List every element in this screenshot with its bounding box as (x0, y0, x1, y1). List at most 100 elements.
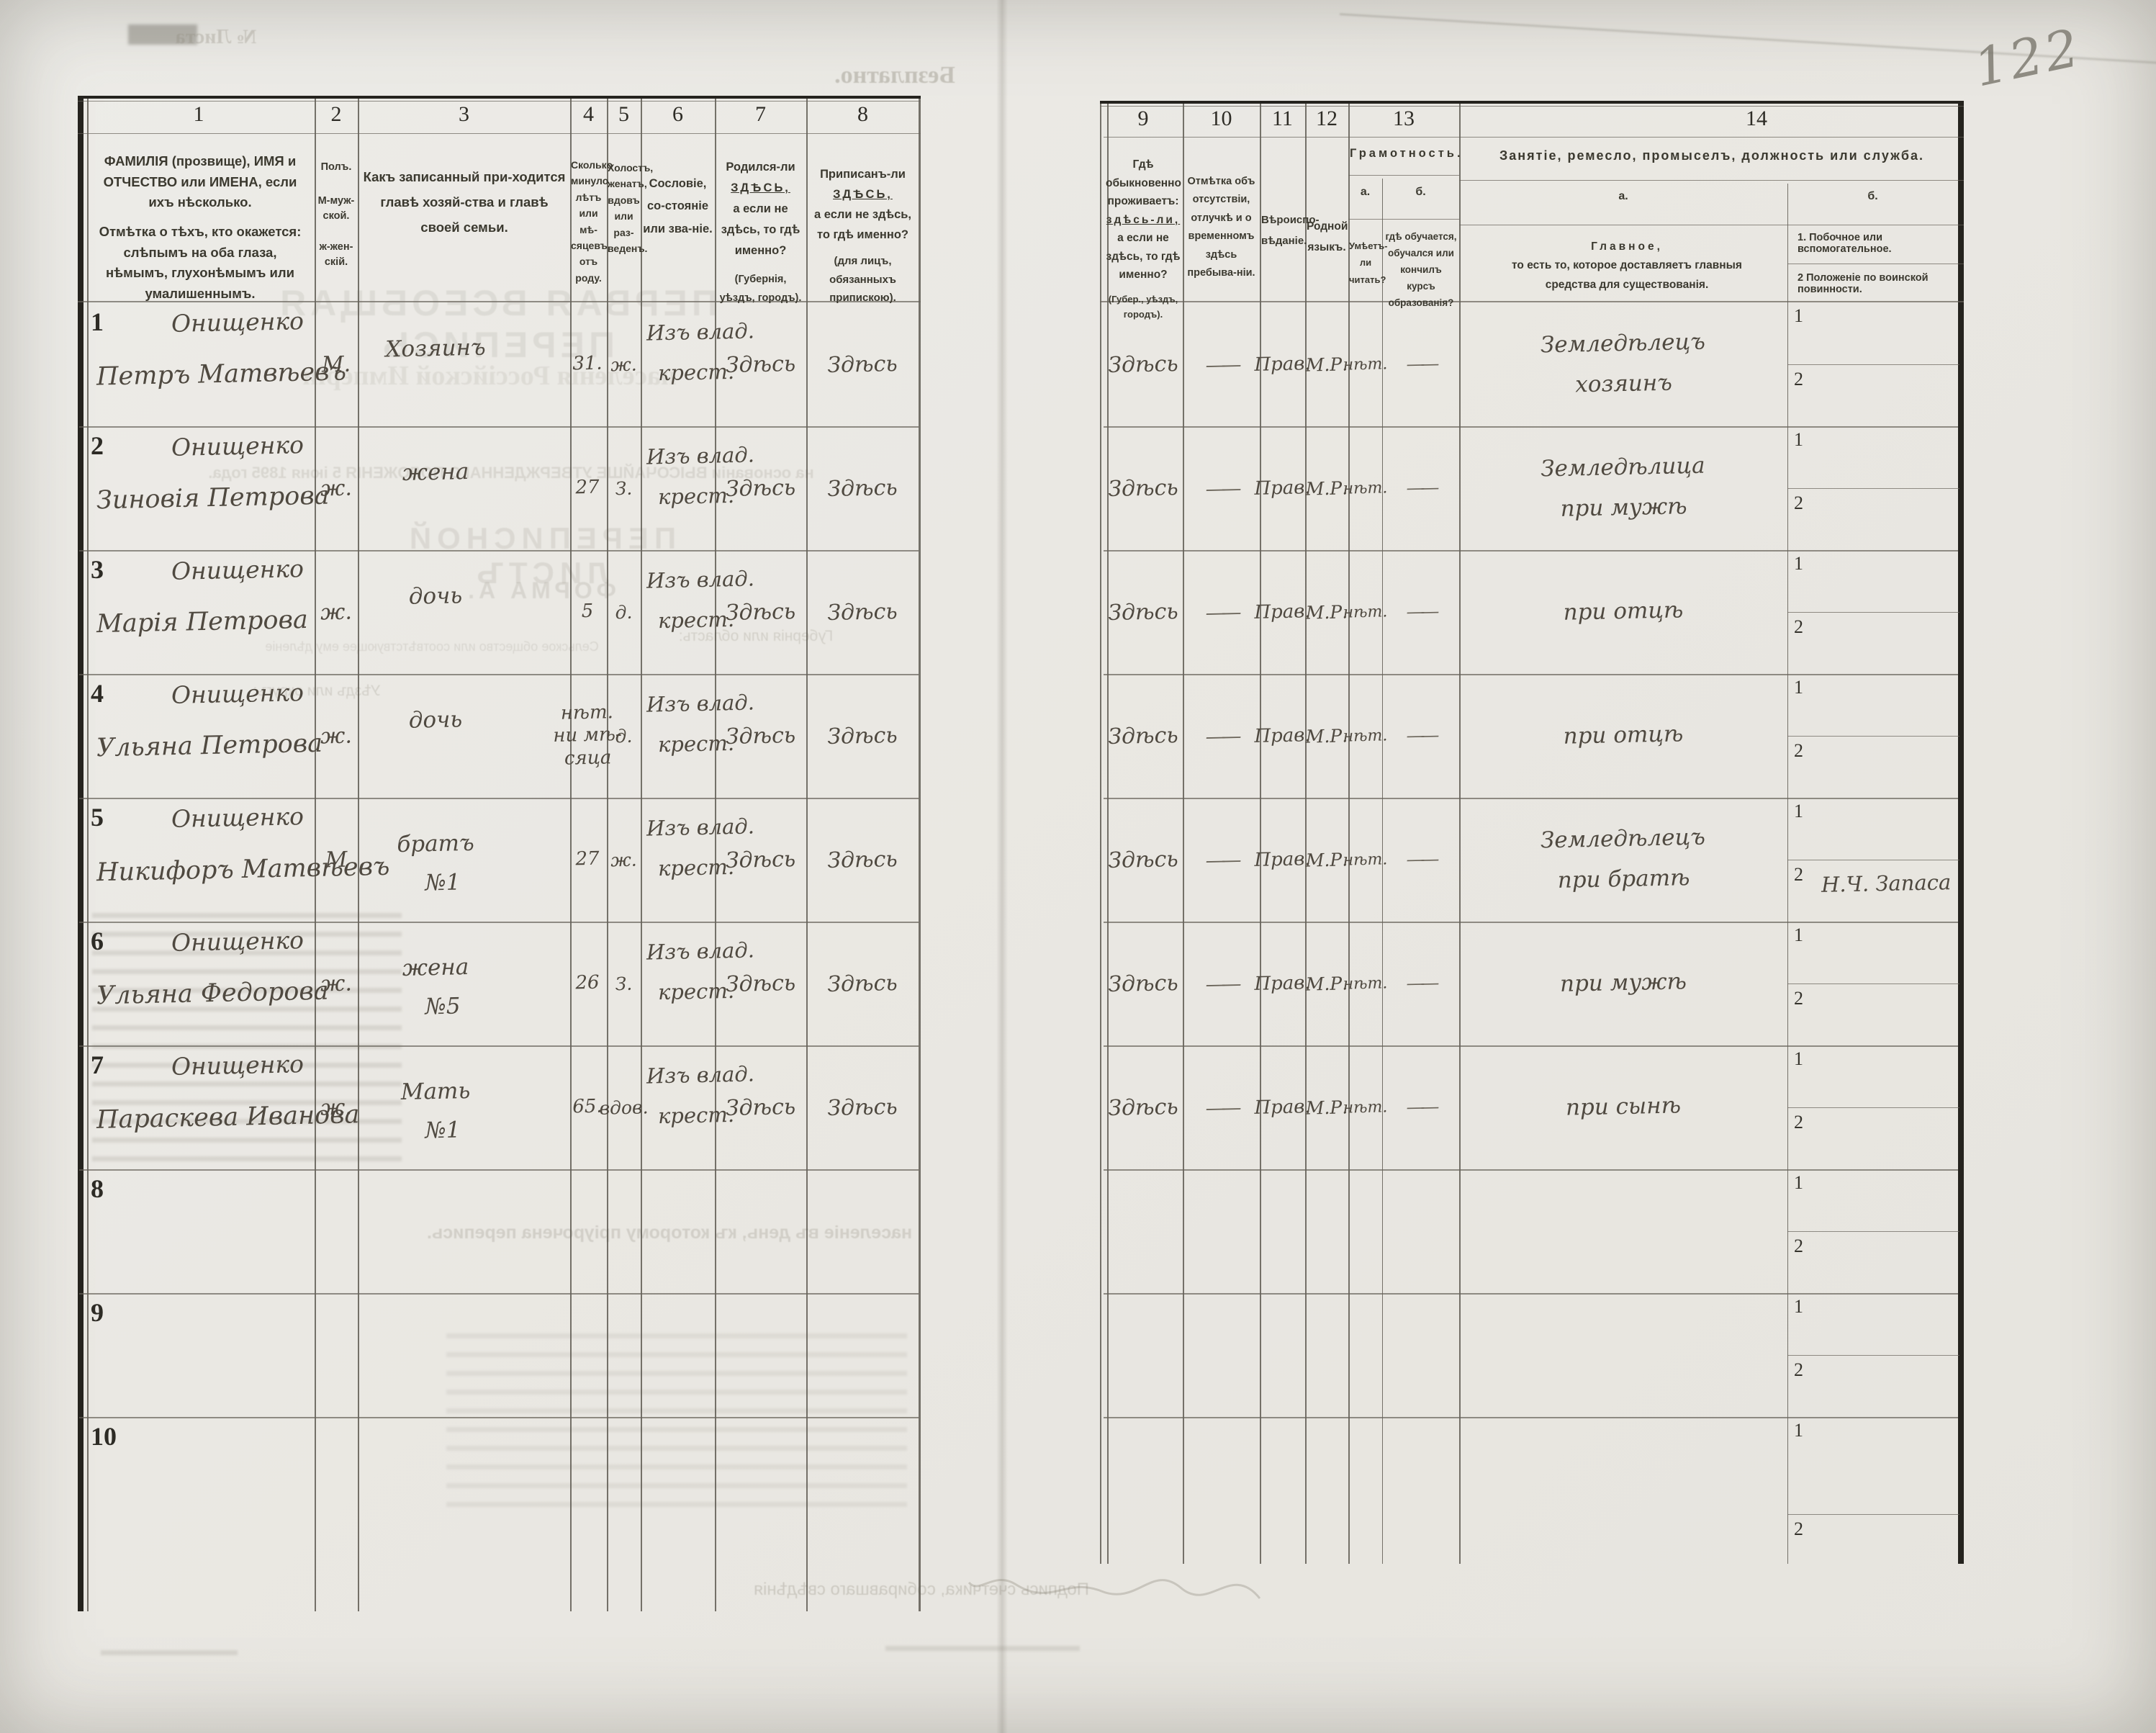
cell-age-line1: 31. (572, 352, 603, 375)
col-number: 2 (330, 102, 342, 126)
cell-born-here (713, 1292, 808, 1418)
header-col11: Вѣроиспо-вѣданіе. (1261, 214, 1320, 247)
table-row: 8 (0, 1169, 2156, 1293)
bleedthrough-text: Безплатно. (834, 62, 955, 89)
cell-sex: ж. (320, 971, 353, 996)
cell-relation-ref: №1 (425, 1117, 461, 1144)
cell-relation-to-head: Хозяинъ (385, 334, 486, 363)
cell-sex: ж. (320, 1094, 353, 1120)
cell-education: —— (1406, 353, 1435, 376)
col-number: 9 (1137, 107, 1149, 130)
header-col14b-desc1: 1. Побочное или вспомогательное. (1798, 232, 1892, 255)
bleedthrough-text: № Листа (175, 26, 257, 48)
bleedthrough-smudge (885, 1646, 1080, 1657)
table-line (1348, 175, 1459, 176)
cell-occupation-line1: при сынѣ (1565, 1092, 1682, 1121)
col-number: 14 (1746, 107, 1767, 130)
cell-born-here: Здѣсь (725, 351, 796, 378)
cell-can-read: нѣт. (1343, 478, 1388, 498)
header-col5: Холостъ, женатъ, вдовъ или раз-веденъ. (608, 162, 654, 254)
occupation-sub1-number: 1 (1794, 1420, 1803, 1441)
cell-marital-status (605, 1417, 643, 1612)
cell-relation-to-head (360, 1449, 511, 1451)
cell-relation-ref (392, 621, 493, 624)
cell-marital-status: ж. (610, 354, 637, 375)
cell-can-read: нѣт. (1343, 850, 1388, 870)
cell-education (1381, 1292, 1461, 1418)
cell-relation-to-head: Мать (400, 1077, 471, 1106)
occupation-sub-divider (1787, 488, 1959, 489)
cell-age-line1: 5 (581, 600, 594, 623)
cell-occupation-line1: при отцѣ (1563, 597, 1684, 626)
cell-occupation-main: при мужѣ (1471, 919, 1776, 1049)
cell-given-name: Ульяна Петрова (96, 729, 323, 763)
occupation-sub-divider (1787, 1355, 1959, 1356)
cell-occupation-main: при отцѣ (1471, 547, 1776, 678)
cell-registered-here: Здѣсь (826, 351, 898, 378)
cell-born-here: Здѣсь (725, 598, 796, 626)
row-number: 8 (91, 1174, 104, 1203)
cell-education: —— (1406, 1096, 1435, 1119)
occupation-sub1-number: 1 (1794, 677, 1803, 698)
occupation-sub2-number: 2 (1794, 1235, 1803, 1256)
cell-sex (313, 1169, 359, 1293)
cell-born-here: Здѣсь (725, 474, 796, 502)
cell-age-line1: 65. (572, 1095, 603, 1118)
cell-absence-note: —— (1205, 600, 1237, 624)
table-row: 9 (0, 1293, 2156, 1417)
col-number: 10 (1210, 107, 1232, 130)
cell-age-line1: 27 (575, 848, 600, 870)
occupation-sub-divider (1787, 612, 1959, 613)
cell-registered-here (805, 1168, 920, 1294)
occupation-sub1-number: 1 (1794, 553, 1803, 574)
col-number: 5 (618, 102, 629, 126)
row-number: 2 (91, 431, 104, 460)
cell-given-name: Петръ Матвѣевъ (96, 357, 347, 392)
cell-sex: ж. (320, 475, 353, 501)
header-col14-group: Занятіе, ремесло, промыселъ, должность и… (1499, 148, 1925, 163)
col-number: 1 (193, 102, 204, 126)
cell-absence-note: —— (1205, 847, 1237, 872)
cell-education: —— (1406, 600, 1435, 624)
cell-religion: Прав. (1254, 353, 1311, 376)
header-col4: Сколько минуло лѣтъ или мѣ-сяцевъ отъ ро… (571, 159, 613, 284)
occupation-sub2-number: 2 (1794, 1359, 1803, 1380)
cell-absence-note (1181, 1416, 1262, 1612)
cell-surname: Онищенко (171, 554, 305, 585)
cell-occupation-line2: при братѣ (1557, 865, 1690, 893)
row-number: 1 (91, 307, 104, 336)
cell-occupation-main: Земледѣлецъ при братѣ (1471, 795, 1776, 925)
col-number: 4 (583, 102, 594, 126)
cell-marital-status: вдов. (599, 1096, 649, 1119)
cell-religion: Прав. (1254, 477, 1311, 500)
cell-age-line1: 27 (575, 477, 600, 499)
cell-absence-note: —— (1205, 1095, 1237, 1120)
cell-absence-note: —— (1205, 352, 1237, 377)
cell-marital-status (605, 1169, 642, 1294)
cell-can-read: нѣт. (1343, 602, 1388, 622)
cell-relation-to-head: жена (402, 954, 469, 981)
row-number: 7 (91, 1050, 104, 1079)
row-number: 10 (91, 1422, 117, 1451)
header-col1: ФАМИЛІЯ (прозвище), ИМЯ и ОТЧЕСТВО или И… (94, 151, 307, 305)
cell-absence-note (1181, 1169, 1261, 1294)
cell-occupation-main: Земледѣлецъ хозяинъ (1471, 300, 1776, 430)
header-col14a-desc: Главное, то есть то, которое доставляетъ… (1512, 240, 1742, 291)
cell-surname: Онищенко (171, 1050, 305, 1081)
bleedthrough-signature-squiggle (968, 1579, 1261, 1599)
bleedthrough-stamp-smudge (128, 24, 197, 45)
header-col6: Сословіе, со-стояніе или зва-ніе. (643, 177, 713, 235)
cell-relation-ref: №5 (425, 993, 461, 1020)
cell-registered-here (805, 1292, 920, 1418)
row-number: 4 (91, 679, 104, 708)
occupation-sub-divider (1787, 1514, 1959, 1515)
cell-given-name: Ульяна Федорова (96, 976, 329, 1011)
table-row: 1 Онищенко Петръ Матвѣевъ М. Хозяинъ 31.… (0, 302, 2156, 426)
cell-age (566, 1292, 609, 1417)
cell-religion (1258, 1416, 1307, 1611)
header-col9: Гдѣ обыкновенно проживаетъ: здѣсь-ли, а … (1106, 158, 1182, 320)
cell-resides-here: Здѣсь (1107, 598, 1179, 626)
cell-occupation-main: при отцѣ (1471, 671, 1776, 801)
cell-resides-here (1102, 1292, 1184, 1418)
row-number: 5 (91, 803, 104, 832)
